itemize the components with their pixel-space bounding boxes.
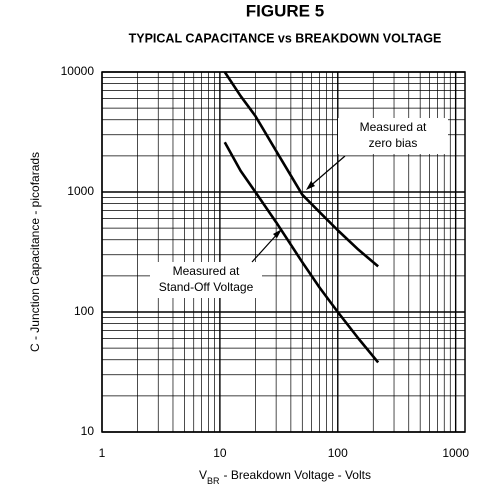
line-series (223, 141, 380, 364)
x-tick-label: 100 (328, 446, 348, 460)
x-axis-label: VBR - Breakdown Voltage - Volts (199, 468, 371, 486)
arrow-head (306, 181, 315, 190)
annotation: Measured at (360, 120, 427, 134)
plot-area: 1 10 100 1000 10 100 1000 10000 (61, 64, 470, 460)
y-tick-label: 1000 (67, 184, 94, 198)
y-tick-label: 100 (74, 304, 94, 318)
y-axis-label: C - Junction Capacitance - picofarads (28, 152, 42, 352)
x-tick-label: 1000 (442, 446, 469, 460)
x-label-text: - Breakdown Voltage - Volts (224, 468, 371, 482)
annotation-box (150, 262, 262, 298)
plot-frame (101, 71, 466, 433)
annotation: zero bias (369, 136, 418, 150)
chart-title: FIGURE 5 (246, 1, 324, 20)
annotation: Measured at (173, 264, 240, 278)
x-tick-label: 10 (213, 446, 227, 460)
annotation-arrow (307, 155, 346, 189)
x-label-symbol: V (199, 468, 207, 482)
y-tick-label: 10 (81, 424, 95, 438)
line-series (223, 71, 379, 268)
y-tick-label: 10000 (61, 64, 95, 78)
x-label-subscript: BR (207, 476, 220, 486)
chart-subtitle: TYPICAL CAPACITANCE vs BREAKDOWN VOLTAGE (129, 31, 442, 45)
annotation: Stand-Off Voltage (159, 280, 254, 294)
x-tick-label: 1 (99, 446, 106, 460)
arrow-head (273, 229, 282, 238)
annotation-box (338, 118, 448, 154)
